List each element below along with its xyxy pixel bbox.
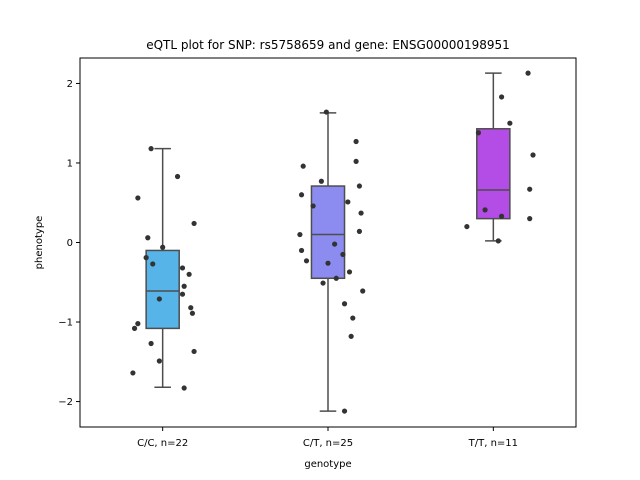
data-point [356, 228, 363, 234]
data-point [360, 288, 366, 294]
data-point [179, 291, 186, 297]
data-point [188, 305, 194, 311]
plot-area [130, 70, 536, 414]
data-point [345, 199, 351, 205]
data-point [333, 275, 339, 281]
data-point [191, 220, 197, 227]
data-point [174, 173, 181, 180]
y-tick-label: −1 [58, 318, 73, 329]
data-point [135, 321, 141, 327]
box-group [464, 70, 536, 244]
data-point [310, 203, 316, 209]
data-point [318, 178, 324, 184]
data-point [332, 241, 338, 247]
data-point [320, 280, 326, 286]
data-point [179, 265, 186, 271]
data-point [160, 244, 166, 250]
y-axis: −2 −1 0 1 2 [58, 79, 80, 408]
data-point [298, 192, 305, 198]
data-point [499, 213, 505, 219]
data-point [298, 247, 305, 254]
box-group [130, 146, 197, 391]
data-point [148, 146, 154, 152]
data-point [156, 296, 162, 302]
x-axis-label: genotype [304, 459, 351, 470]
y-tick-label: −2 [58, 397, 73, 408]
chart-title: eQTL plot for SNP: rs5758659 and gene: E… [146, 38, 510, 52]
box [310, 185, 346, 280]
data-point [527, 216, 533, 222]
data-point [499, 94, 505, 100]
data-point [303, 258, 310, 264]
data-point [507, 120, 513, 126]
data-point [148, 340, 154, 347]
y-tick-label: 2 [67, 79, 73, 90]
data-point [145, 235, 151, 241]
data-point [530, 152, 536, 158]
data-point [340, 251, 346, 258]
y-tick-label: 1 [67, 158, 73, 169]
data-point [131, 325, 138, 331]
x-axis: C/C, n=22 C/T, n=25 T/T, n=11 [137, 427, 518, 449]
data-point [143, 255, 149, 261]
data-point [181, 283, 187, 289]
y-tick-label: 0 [67, 238, 73, 249]
data-point [297, 231, 303, 238]
box [476, 128, 511, 220]
x-tick-label: C/C, n=22 [137, 438, 188, 449]
data-point [358, 210, 364, 216]
data-point [356, 183, 363, 189]
data-point [353, 158, 359, 164]
data-point [525, 70, 531, 76]
data-point [346, 269, 353, 275]
box-group [297, 109, 366, 414]
data-point [191, 348, 197, 355]
data-point [135, 195, 141, 201]
data-point [156, 358, 162, 364]
data-point [300, 163, 306, 169]
data-point [464, 223, 470, 230]
data-point [475, 130, 482, 136]
x-tick-label: T/T, n=11 [468, 438, 518, 449]
data-point [341, 301, 348, 307]
data-point [186, 271, 192, 277]
data-point [181, 385, 187, 391]
data-point [353, 138, 359, 145]
data-point [527, 186, 533, 192]
data-point [325, 260, 331, 266]
data-point [130, 370, 136, 376]
x-tick-label: C/T, n=25 [303, 438, 353, 449]
data-point [323, 109, 329, 115]
data-point [495, 238, 501, 244]
data-point [341, 408, 348, 414]
y-axis-label: phenotype [34, 216, 45, 270]
data-point [482, 207, 488, 213]
data-point [189, 310, 196, 316]
data-point [348, 333, 354, 339]
data-point [150, 261, 156, 267]
data-point [350, 315, 356, 321]
